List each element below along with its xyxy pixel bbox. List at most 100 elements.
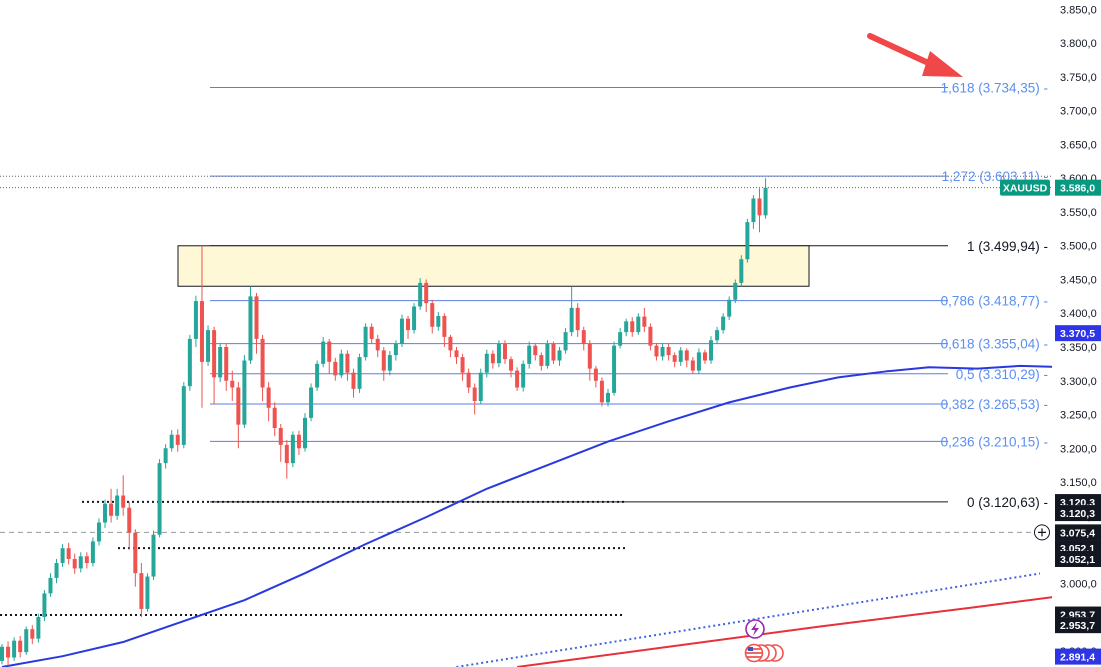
- candle-body: [327, 341, 332, 362]
- candle-body: [521, 363, 526, 388]
- candle-body: [587, 343, 592, 369]
- candle-body: [248, 296, 253, 361]
- candle-body: [6, 646, 11, 658]
- us-flag-canton: [748, 647, 753, 651]
- price-axis-tick-12: 3.500,0: [1060, 241, 1097, 253]
- plus-glyph: [1038, 528, 1046, 537]
- candle-body: [563, 332, 568, 351]
- candle-body: [193, 301, 198, 339]
- price-tag-10: 2.891,4: [1060, 652, 1095, 664]
- price-tag-bg-9: [1055, 617, 1101, 634]
- candle-body: [684, 350, 689, 361]
- candle-body: [472, 387, 477, 402]
- candle-body: [727, 299, 732, 317]
- candle-body: [436, 315, 441, 327]
- candle-body: [418, 282, 423, 307]
- candle-body: [72, 558, 77, 569]
- candle-body: [321, 341, 326, 364]
- candle-body: [303, 417, 307, 449]
- candle-body: [339, 353, 344, 376]
- event-icons[interactable]: [744, 619, 784, 663]
- candle-body: [612, 345, 617, 393]
- candle-body: [115, 495, 120, 516]
- price-axis-tick-11: 3.450,0: [1060, 274, 1097, 286]
- price-axis-tick-2: 3.000,0: [1060, 578, 1097, 590]
- candle-body: [151, 534, 156, 577]
- candle-body: [90, 541, 95, 564]
- candle-body: [296, 434, 301, 449]
- fib-label-5: 0,5 (3.310,29) -: [956, 367, 1048, 382]
- fib-label-3: 0,786 (3.418,77) -: [941, 294, 1048, 309]
- candle-body: [624, 321, 629, 333]
- candle-body: [375, 338, 380, 351]
- price-tag-bg-5: [1055, 524, 1101, 541]
- candle-body: [12, 640, 17, 658]
- candle-body: [715, 330, 720, 341]
- candle-body: [739, 259, 744, 283]
- candle-body: [315, 363, 320, 388]
- candle-body: [581, 330, 586, 344]
- price-axis-tick-8: 3.300,0: [1060, 376, 1097, 388]
- candle-body: [236, 387, 241, 425]
- price-tag-9: 2.953,7: [1060, 620, 1095, 632]
- candle-body: [30, 629, 35, 639]
- candle-body: [690, 360, 695, 371]
- candle-body: [406, 318, 411, 331]
- candle-body: [163, 448, 168, 464]
- candle-body: [357, 357, 362, 389]
- candle-body: [224, 347, 229, 381]
- fibonacci-labels: 1,618 (3.734,35) -1,272 (3.603,11) -1 (3…: [941, 81, 1048, 510]
- candle-body: [672, 355, 677, 362]
- candle-body: [721, 316, 726, 331]
- fib-label-6: 0,382 (3.265,53) -: [941, 397, 1048, 412]
- resistance-zone: [177, 245, 810, 287]
- candle-body: [157, 463, 162, 535]
- candle-body: [606, 392, 610, 403]
- candle-body: [212, 330, 217, 378]
- candle-body: [460, 357, 465, 373]
- candle-body: [557, 350, 562, 361]
- ascending-trendline: [456, 572, 1041, 667]
- candle-body: [648, 326, 653, 346]
- symbol-tag: XAUUSD: [1003, 183, 1048, 195]
- fib-label-2: 1 (3.499,94) -: [967, 239, 1048, 254]
- price-axis-tick-18: 3.800,0: [1060, 38, 1097, 50]
- candle-body: [412, 306, 417, 331]
- candle-body: [478, 372, 483, 402]
- price-tag-2: 3.370,5: [1060, 328, 1095, 340]
- price-tag-7: 3.052,1: [1060, 554, 1095, 566]
- candle-body: [484, 353, 489, 373]
- candle-body: [278, 428, 283, 445]
- candle-body: [284, 444, 289, 464]
- price-axis-tick-17: 3.750,0: [1060, 72, 1097, 84]
- price-axis-tick-6: 3.200,0: [1060, 443, 1097, 455]
- candle-body: [18, 640, 23, 653]
- candle-body: [515, 370, 520, 388]
- symbol-tag-bg: [1000, 179, 1050, 196]
- candle-body: [654, 345, 659, 357]
- moving-averages: [1, 363, 1101, 667]
- candle-body: [169, 434, 174, 449]
- lightning-glyph: [751, 622, 759, 636]
- candle-body: [230, 380, 235, 388]
- candle-body: [496, 343, 501, 364]
- price-axis-tick-9: 3.350,0: [1060, 342, 1097, 354]
- candle-body: [145, 576, 150, 609]
- candle-body: [709, 340, 714, 361]
- price-axis-tick-13: 3.550,0: [1060, 207, 1097, 219]
- candle-body: [175, 434, 180, 445]
- candle-body: [430, 303, 435, 327]
- candle-body: [545, 343, 550, 366]
- candle-body: [745, 222, 750, 260]
- candle-body: [539, 355, 544, 366]
- price-axis-tick-15: 3.650,0: [1060, 139, 1097, 151]
- candle-body: [551, 343, 556, 361]
- candlesticks: [0, 178, 768, 666]
- candle-body: [424, 282, 429, 304]
- candle-body: [490, 353, 495, 364]
- price-axis-tick-7: 3.250,0: [1060, 410, 1097, 422]
- candle-body: [630, 321, 635, 333]
- candle-body: [393, 343, 398, 356]
- candle-body: [666, 347, 671, 356]
